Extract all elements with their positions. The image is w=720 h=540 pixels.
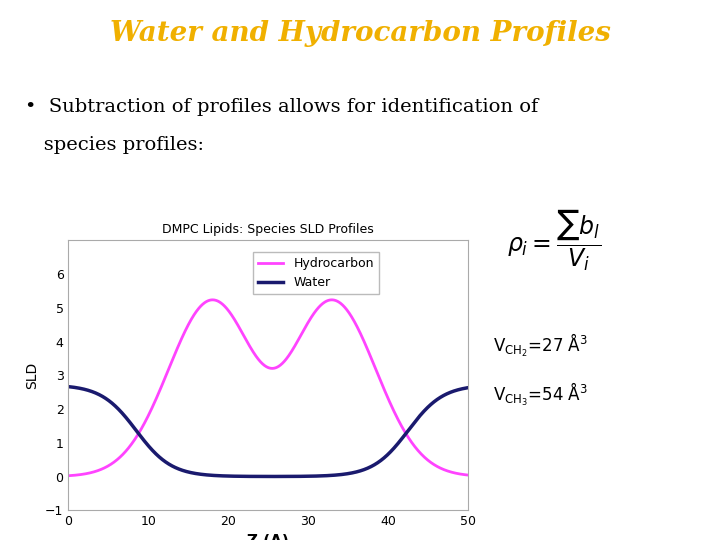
Hydrocarbon xyxy=(226,310,235,316)
Water xyxy=(339,471,348,477)
Legend: Hydrocarbon, Water: Hydrocarbon, Water xyxy=(253,252,379,294)
Text: Water and Hydrocarbon Profiles: Water and Hydrocarbon Profiles xyxy=(109,20,611,47)
Line: Water: Water xyxy=(68,387,468,476)
Water xyxy=(376,457,384,464)
Y-axis label: SLD: SLD xyxy=(26,362,40,389)
Hydrocarbon xyxy=(240,334,249,341)
Water xyxy=(105,397,114,404)
Hydrocarbon xyxy=(339,302,348,309)
Text: V$_{\mathrm{CH_2}}$=27 Å$^3$: V$_{\mathrm{CH_2}}$=27 Å$^3$ xyxy=(493,332,588,359)
Hydrocarbon xyxy=(208,296,217,303)
Hydrocarbon xyxy=(464,472,472,478)
Hydrocarbon xyxy=(383,394,392,401)
Hydrocarbon xyxy=(376,377,384,383)
Text: •  Subtraction of profiles allows for identification of: • Subtraction of profiles allows for ide… xyxy=(25,98,539,116)
X-axis label: Z (A): Z (A) xyxy=(248,534,289,540)
Water xyxy=(240,473,248,480)
Water xyxy=(383,451,392,458)
Title: DMPC Lipids: Species SLD Profiles: DMPC Lipids: Species SLD Profiles xyxy=(162,224,374,237)
Line: Hydrocarbon: Hydrocarbon xyxy=(68,300,468,476)
Water xyxy=(64,383,73,390)
Text: species profiles:: species profiles: xyxy=(25,136,204,154)
Hydrocarbon xyxy=(64,472,73,479)
Text: V$_{\mathrm{CH_3}}$=54 Å$^3$: V$_{\mathrm{CH_3}}$=54 Å$^3$ xyxy=(493,381,588,408)
Hydrocarbon xyxy=(105,462,114,469)
Text: $\rho_i = \dfrac{\sum b_l}{V_i}$: $\rho_i = \dfrac{\sum b_l}{V_i}$ xyxy=(508,207,601,273)
Water xyxy=(464,384,472,391)
Water xyxy=(225,473,234,480)
Water xyxy=(268,473,276,480)
